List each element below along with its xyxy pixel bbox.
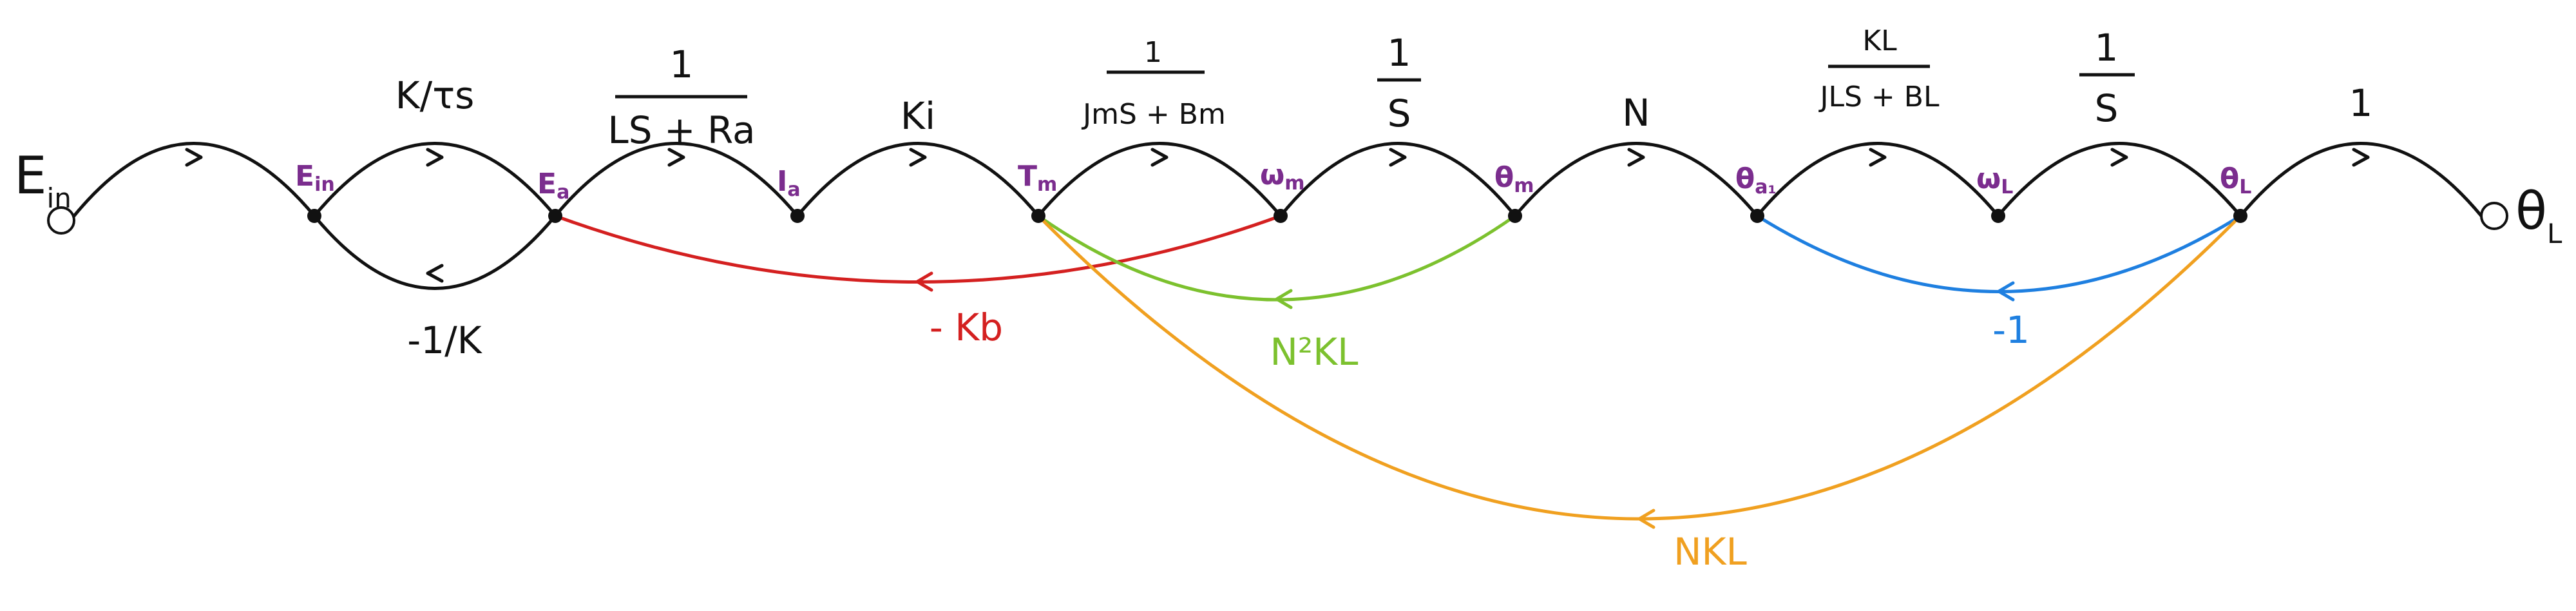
gain-motor-numerator: 1 <box>1144 36 1162 69</box>
branch-thetaa1-to-wl <box>1755 142 2000 218</box>
node-label-thetam: θm <box>1494 161 1534 197</box>
node-wl <box>1991 209 2005 223</box>
gain-load-feedback: -1 <box>1992 308 2030 352</box>
branch-input-to-ein <box>72 142 316 218</box>
gain-ki: Ki <box>901 94 935 138</box>
node-label-thetal: θL <box>2220 162 2251 199</box>
arrow-thetam-to-thetaa1 <box>1627 148 1645 167</box>
arrow-ea-to-ia <box>667 148 685 167</box>
gain-gear-ratio: N <box>1622 91 1650 135</box>
gain-load-numerator: KL <box>1862 24 1897 57</box>
node-label-wm: ωm <box>1260 159 1305 195</box>
gain-integrator-motor-numerator: 1 <box>1388 31 1411 75</box>
arrow-wl-to-thetal <box>2110 148 2128 167</box>
node-thetam <box>1508 209 1522 223</box>
arrow-tm-to-wm <box>1150 148 1169 167</box>
gain-armature-denominator: LS + Ra <box>607 108 755 152</box>
branch-ein-ea-inner-return <box>312 214 557 290</box>
input-label: Ein <box>14 146 72 214</box>
gain-armature-fraction: 1 LS + Ra <box>607 43 755 152</box>
branch-load-feedback <box>1755 214 2242 293</box>
gain-back-emf: - Kb <box>930 306 1003 349</box>
node-tm <box>1031 209 1045 223</box>
gain-load-denominator: JLS + BL <box>1818 81 1940 113</box>
node-ein <box>307 209 321 223</box>
gain-load-fraction: KL JLS + BL <box>1818 24 1940 113</box>
arrow-torque-feedback <box>1637 509 1655 529</box>
branch-tm-to-wm <box>1036 142 1283 218</box>
gain-output-unity: 1 <box>2349 81 2373 125</box>
node-label-ia: Ia <box>777 165 801 201</box>
gain-motor-fraction: 1 JmS + Bm <box>1081 36 1226 131</box>
gain-k-over-tau-s: K/τs <box>396 73 475 117</box>
arrow-ein-to-ea <box>426 148 444 167</box>
gain-integrator-load: 1 S <box>2079 26 2135 130</box>
gain-integrator-motor-denominator: S <box>1388 92 1411 135</box>
node-label-thetaa1: θa₁ <box>1735 162 1777 199</box>
node-label-ea: Ea <box>537 168 569 204</box>
branch-ia-to-tm <box>796 142 1040 218</box>
branch-thetam-to-thetaa1 <box>1513 142 1759 218</box>
node-thetal <box>2233 209 2247 223</box>
branch-ea-to-ia <box>553 142 799 218</box>
gain-integrator-load-numerator: 1 <box>2095 26 2119 70</box>
gain-armature-numerator: 1 <box>670 43 694 86</box>
gain-inner-loop: -1/K <box>407 318 482 362</box>
node-thetaa1 <box>1750 209 1764 223</box>
output-terminal <box>2480 202 2508 230</box>
branch-wl-to-thetal <box>1996 142 2242 218</box>
node-labels: Ein Ea Ia Tm ωm θm θa₁ ωL θL <box>295 159 2251 204</box>
branch-back-emf <box>553 214 1283 284</box>
gain-integrator-load-denominator: S <box>2095 86 2119 130</box>
arrow-ein-ea-inner-return <box>426 264 444 283</box>
branch-thetal-to-output <box>2238 142 2483 218</box>
node-wm <box>1274 209 1288 223</box>
arrow-thetal-to-output <box>2352 148 2370 167</box>
node-ea <box>548 209 562 223</box>
branch-torque-feedback <box>1036 214 2242 521</box>
node-label-wl: ωL <box>1976 162 2013 199</box>
arrow-thetaa1-to-wl <box>1869 148 1887 167</box>
node-ia <box>790 209 805 223</box>
gain-motor-denominator: JmS + Bm <box>1081 98 1226 131</box>
arrow-load-coupling <box>1275 289 1293 309</box>
node-label-tm: Tm <box>1018 160 1057 196</box>
gain-load-coupling: N²KL <box>1270 330 1359 374</box>
output-label: θL <box>2515 181 2562 249</box>
arrow-back-emf <box>915 271 933 292</box>
input-terminal <box>47 206 75 235</box>
gain-torque-feedback: NKL <box>1674 530 1747 574</box>
arrow-input-to-ein <box>185 148 203 167</box>
forward-branches <box>72 142 2483 290</box>
branch-wm-to-thetam <box>1279 142 1517 218</box>
arrow-ia-to-tm <box>909 148 927 167</box>
nodes <box>307 209 2247 223</box>
arrow-load-feedback <box>1997 281 2015 302</box>
node-label-ein: Ein <box>295 160 335 196</box>
gain-integrator-motor: 1 S <box>1377 31 1421 135</box>
branch-load-coupling <box>1036 214 1517 302</box>
arrow-wm-to-thetam <box>1389 148 1407 167</box>
branch-ein-to-ea <box>312 142 557 218</box>
